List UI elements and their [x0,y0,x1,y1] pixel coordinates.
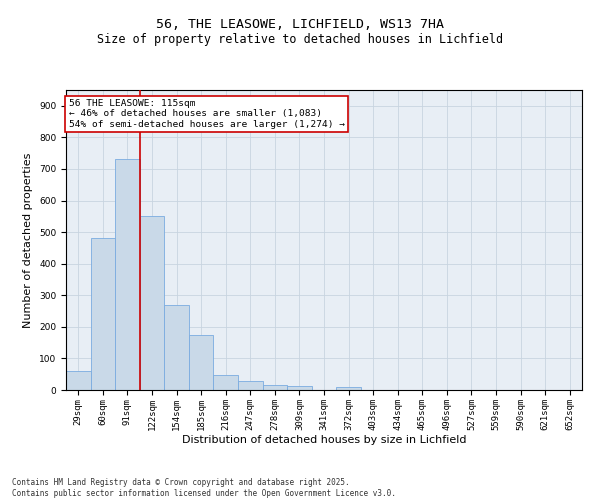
Bar [189,334,214,390]
Bar [164,304,189,390]
Text: Contains HM Land Registry data © Crown copyright and database right 2025.
Contai: Contains HM Land Registry data © Crown c… [12,478,396,498]
Bar [140,216,164,390]
Bar [336,388,361,390]
Text: 56 THE LEASOWE: 115sqm
← 46% of detached houses are smaller (1,083)
54% of semi-: 56 THE LEASOWE: 115sqm ← 46% of detached… [68,99,344,129]
X-axis label: Distribution of detached houses by size in Lichfield: Distribution of detached houses by size … [182,436,466,446]
Text: Size of property relative to detached houses in Lichfield: Size of property relative to detached ho… [97,32,503,46]
Bar [91,238,115,390]
Bar [287,386,312,390]
Text: 56, THE LEASOWE, LICHFIELD, WS13 7HA: 56, THE LEASOWE, LICHFIELD, WS13 7HA [156,18,444,30]
Bar [214,375,238,390]
Bar [263,386,287,390]
Bar [66,371,91,390]
Y-axis label: Number of detached properties: Number of detached properties [23,152,34,328]
Bar [115,160,140,390]
Bar [238,381,263,390]
